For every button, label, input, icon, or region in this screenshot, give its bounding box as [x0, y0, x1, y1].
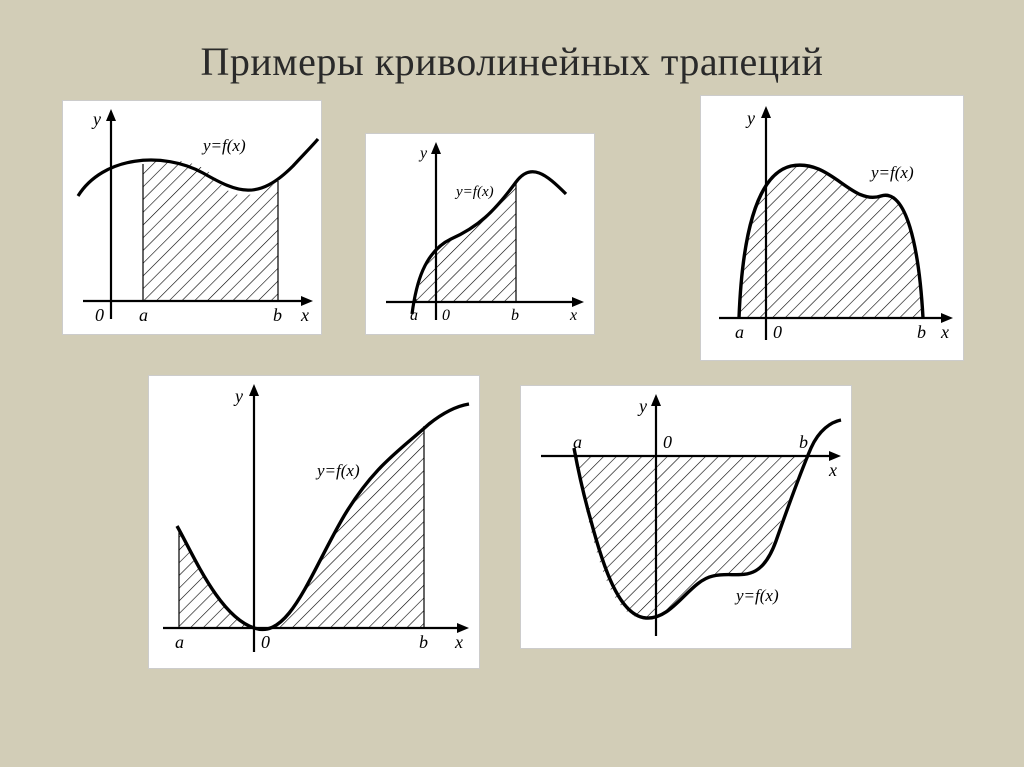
panel-5: y x 0 a b y=f(x): [520, 385, 852, 649]
axis-label-x: x: [300, 305, 309, 325]
origin-label: 0: [442, 307, 450, 324]
label-b: b: [273, 305, 282, 325]
axis-label-x: x: [569, 307, 577, 324]
page-title: Примеры криволинейных трапеций: [0, 0, 1024, 95]
axis-label-x: x: [828, 460, 837, 480]
axis-label-y: y: [233, 386, 243, 406]
origin-label: 0: [773, 322, 782, 342]
label-b: b: [799, 432, 808, 452]
panel-area: y x 0 a b y=f(x): [0, 95, 1024, 745]
axis-label-x: x: [940, 322, 949, 342]
label-a: a: [410, 307, 418, 324]
panel-4: y x 0 a b y=f(x): [148, 375, 480, 669]
axis-label-x: x: [454, 632, 463, 652]
label-a: a: [573, 432, 582, 452]
diagram-1: y x 0 a b y=f(x): [63, 101, 321, 334]
label-b: b: [511, 307, 519, 324]
origin-label: 0: [663, 432, 672, 452]
curve-label: y=f(x): [201, 136, 246, 155]
origin-label: 0: [95, 305, 104, 325]
diagram-5: y x 0 a b y=f(x): [521, 386, 851, 648]
curve-label: y=f(x): [734, 586, 779, 605]
panel-2: y x 0 a b y=f(x): [365, 133, 595, 335]
curve-label: y=f(x): [869, 163, 914, 182]
label-a: a: [175, 632, 184, 652]
axis-label-y: y: [745, 108, 755, 128]
curve-label: y=f(x): [454, 184, 494, 200]
label-b: b: [419, 632, 428, 652]
panel-1: y x 0 a b y=f(x): [62, 100, 322, 335]
diagram-3: y x 0 a b y=f(x): [701, 96, 963, 360]
diagram-2: y x 0 a b y=f(x): [366, 134, 594, 334]
curve-label: y=f(x): [315, 461, 360, 480]
axis-label-y: y: [91, 109, 101, 129]
label-a: a: [139, 305, 148, 325]
label-a: a: [735, 322, 744, 342]
panel-3: y x 0 a b y=f(x): [700, 95, 964, 361]
axis-label-y: y: [418, 145, 428, 162]
axis-label-y: y: [637, 396, 647, 416]
origin-label: 0: [261, 632, 270, 652]
diagram-4: y x 0 a b y=f(x): [149, 376, 479, 668]
label-b: b: [917, 322, 926, 342]
